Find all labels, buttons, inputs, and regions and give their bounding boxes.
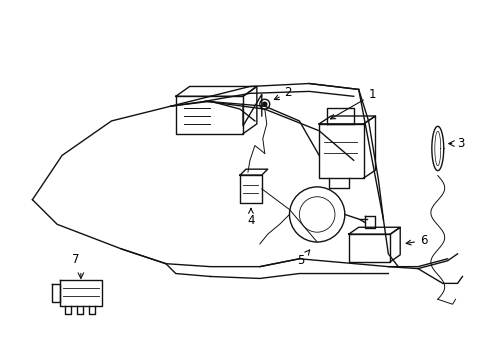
Text: 2: 2	[274, 86, 291, 100]
Text: 3: 3	[457, 137, 464, 150]
Text: 4: 4	[246, 208, 254, 227]
Text: 6: 6	[406, 234, 427, 247]
Text: 7: 7	[72, 253, 80, 266]
Text: 1: 1	[330, 88, 375, 119]
Circle shape	[262, 102, 266, 106]
Text: 5: 5	[297, 250, 309, 267]
